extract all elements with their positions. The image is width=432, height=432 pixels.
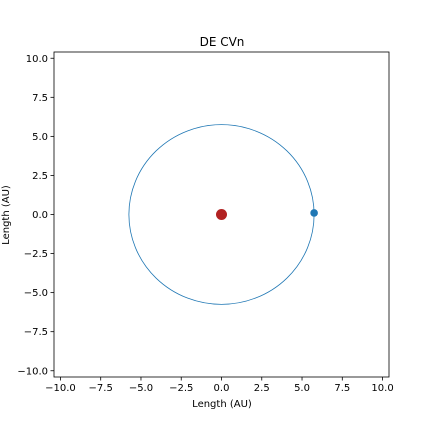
planet-marker (310, 209, 318, 217)
y-tick-label: 0.0 (32, 210, 48, 221)
x-tick-label: 2.5 (254, 383, 270, 394)
y-tick-label: −2.5 (24, 249, 48, 260)
y-tick-label: 10.0 (26, 54, 48, 65)
y-tick-label: 2.5 (32, 171, 48, 182)
x-axis: −10.0 −7.5 −5.0 −2.5 0.0 2.5 5.0 7.5 10.0 (45, 377, 394, 394)
x-tick-label: 0.0 (214, 383, 230, 394)
x-tick-label: −2.5 (169, 383, 193, 394)
y-tick-label: 5.0 (32, 132, 48, 143)
x-tick-label: 7.5 (334, 383, 350, 394)
x-tick-label: −5.0 (129, 383, 153, 394)
x-tick-label: −7.5 (89, 383, 113, 394)
y-tick-label: −10.0 (17, 366, 48, 377)
chart-title: DE CVn (200, 35, 245, 49)
x-axis-label: Length (AU) (192, 399, 252, 410)
x-tick-label: −10.0 (45, 383, 76, 394)
y-tick-label: 7.5 (32, 93, 48, 104)
x-tick-label: 10.0 (371, 383, 393, 394)
y-axis: −10.0 −7.5 −5.0 −2.5 0.0 2.5 5.0 7.5 10.0 (17, 54, 54, 378)
star-marker (216, 209, 227, 220)
x-tick-label: 5.0 (294, 383, 310, 394)
y-tick-label: −7.5 (24, 327, 48, 338)
y-axis-label: Length (AU) (1, 185, 12, 245)
plot-area (54, 52, 389, 377)
y-tick-label: −5.0 (24, 288, 48, 299)
